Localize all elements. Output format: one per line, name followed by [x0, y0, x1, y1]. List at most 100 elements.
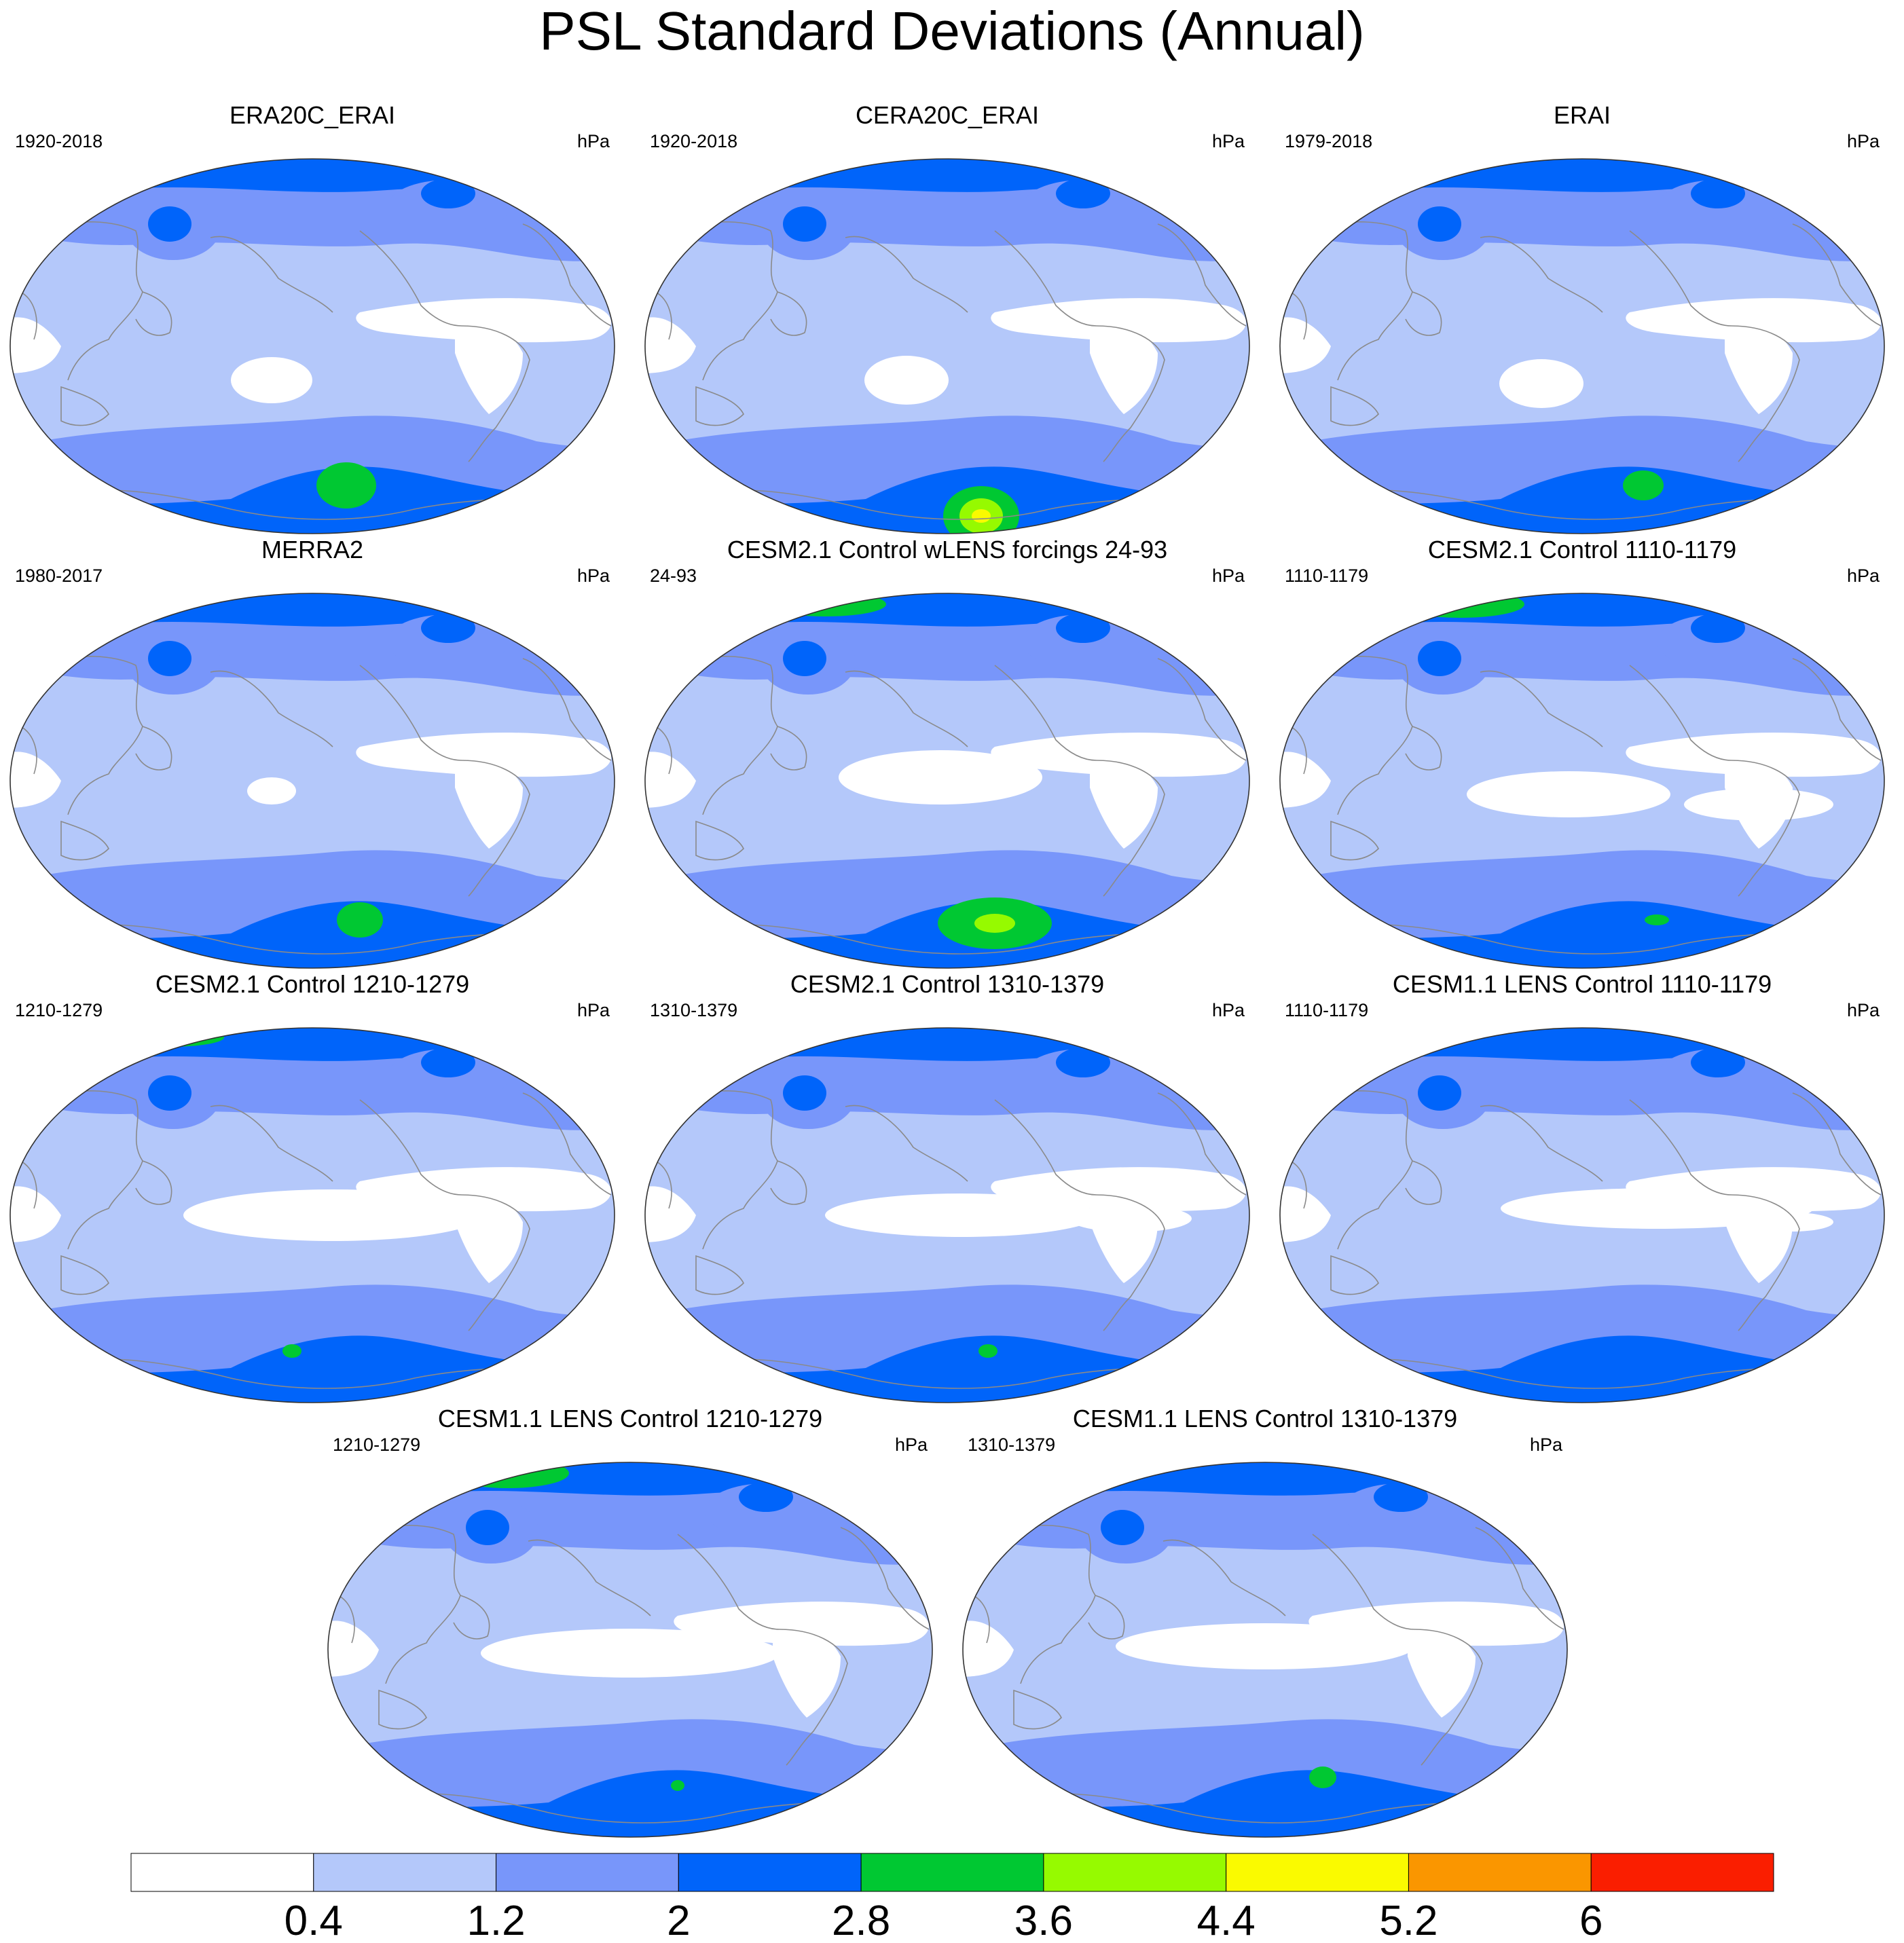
panel-period: 1979-2018 — [1285, 131, 1373, 151]
coastline-4 — [359, 1099, 462, 1196]
coastline-1 — [770, 1160, 807, 1205]
aleutian-low-core — [783, 1075, 826, 1111]
tropical-minimum-east-pacific — [356, 733, 611, 777]
colorbar-swatch-0 — [130, 1853, 314, 1892]
coastline-4 — [1629, 230, 1732, 327]
tropical-minimum-0 — [839, 750, 1042, 804]
tropical-minimum-south-america — [1090, 758, 1158, 849]
map-panel: CERA20C_ERAI 1920-2018 hPa — [642, 102, 1253, 536]
panel-units: hPa — [1211, 131, 1245, 151]
map-panel: ERAI 1979-2018 hPa — [1277, 102, 1888, 536]
panel-title: CESM1.1 LENS Control 1110-1179 — [1392, 970, 1772, 998]
coastline-1 — [770, 726, 807, 771]
panel-period: 1110-1179 — [1285, 566, 1369, 586]
map-projection — [644, 1027, 1250, 1403]
map-panel: CESM2.1 Control wLENS forcings 24-93 24-9… — [642, 536, 1253, 971]
southern-maximum — [282, 1344, 301, 1358]
panel-title: ERAI — [1553, 101, 1611, 129]
coastline-7 — [1289, 726, 1307, 775]
tropical-minimum-east-pacific — [1626, 298, 1881, 343]
icelandic-low-core — [421, 613, 475, 643]
coastline-0 — [1000, 1525, 1096, 1684]
southern-maximum — [1623, 470, 1664, 500]
coastline-0 — [365, 1525, 461, 1684]
tropical-minimum-1 — [1684, 788, 1833, 821]
tropical-minimum-east-pacific — [356, 298, 611, 343]
coastline-2 — [1330, 820, 1379, 861]
tropical-minimum-0 — [481, 1629, 780, 1678]
panel-period: 1920-2018 — [15, 131, 103, 151]
map-panel: CESM1.1 LENS Control 1210-1279 1210-1279 h… — [325, 1405, 936, 1840]
tropical-minimum-south-america — [1725, 323, 1793, 414]
tropical-minimum-0 — [183, 1189, 482, 1241]
coastline-2 — [1330, 1255, 1379, 1295]
coastline-6 — [522, 1092, 612, 1196]
coastline-1 — [770, 291, 807, 336]
aleutian-low-core — [783, 641, 826, 676]
tropical-minimum-0 — [231, 357, 312, 403]
coastline-7 — [972, 1595, 990, 1644]
globe-outline — [10, 1027, 615, 1403]
coastline-5 — [1731, 325, 1800, 462]
tropical-minimum-africa — [328, 1621, 379, 1677]
aleutian-low-core — [148, 1075, 191, 1111]
panel-title: CERA20C_ERAI — [855, 101, 1040, 129]
coastline-0 — [47, 221, 143, 381]
coastline-7 — [655, 726, 672, 775]
coastline-5 — [461, 325, 530, 462]
panel-title: CESM2.1 Control 1110-1179 — [1427, 536, 1737, 563]
map-projection — [1279, 158, 1885, 534]
tropical-minimum-africa — [10, 317, 61, 373]
coastline-6 — [1157, 223, 1247, 327]
icelandic-low-core — [421, 179, 475, 208]
coastline-3 — [845, 670, 968, 747]
map-projection — [1279, 593, 1885, 969]
coastline-5 — [1731, 760, 1800, 897]
coastline-6 — [1792, 1092, 1882, 1196]
colorbar-swatch-4 — [860, 1853, 1044, 1892]
coastline-4 — [677, 1534, 780, 1630]
coastline-0 — [682, 656, 778, 815]
panel-units: hPa — [1846, 566, 1880, 586]
coastline-6 — [1475, 1527, 1564, 1630]
coastline-5 — [1414, 1629, 1483, 1766]
coastline-1 — [1405, 1160, 1442, 1205]
coastline-6 — [1157, 1092, 1247, 1196]
tropical-minimum-east-pacific — [674, 1602, 929, 1646]
coastline-6 — [1792, 223, 1882, 327]
tropical-minimum-0 — [1499, 359, 1583, 408]
arctic-maximum — [1395, 593, 1524, 618]
coastline-6 — [1157, 658, 1247, 761]
tropical-minimum-south-america — [1408, 1627, 1476, 1718]
tropical-minimum-africa — [645, 317, 696, 373]
globe-outline — [644, 593, 1250, 969]
coastline-6 — [522, 658, 612, 761]
coastline-1 — [1088, 1595, 1125, 1640]
southern-maximum — [337, 902, 383, 938]
aleutian-low-core — [1418, 206, 1461, 242]
coastline-5 — [1096, 325, 1165, 462]
tropical-minimum-south-america — [455, 323, 523, 414]
globe-outline — [10, 158, 615, 534]
tropical-minimum-1 — [1752, 1213, 1833, 1232]
tropical-minimum-south-america — [773, 1627, 841, 1718]
coastline-3 — [1480, 1105, 1603, 1182]
panel-title: CESM1.1 LENS Control 1310-1379 — [1072, 1405, 1458, 1432]
icelandic-low-core — [1056, 1048, 1110, 1077]
panel-units: hPa — [1529, 1435, 1562, 1455]
globe-outline — [962, 1462, 1568, 1838]
coastline-7 — [337, 1595, 355, 1644]
panel-period: 1210-1279 — [333, 1435, 421, 1455]
map-panel: CESM2.1 Control 1210-1279 1210-1279 hPa — [7, 971, 618, 1405]
map-panel: CESM1.1 LENS Control 1310-1379 1310-1379 h… — [959, 1405, 1571, 1840]
coastline-4 — [994, 1099, 1097, 1196]
map-projection — [10, 158, 615, 534]
aleutian-low-core — [1101, 1510, 1144, 1545]
panel-title: CESM1.1 LENS Control 1210-1279 — [437, 1405, 823, 1432]
coastline-4 — [1629, 665, 1732, 761]
coastline-3 — [210, 1105, 333, 1182]
coastline-0 — [682, 221, 778, 381]
tropical-minimum-0 — [247, 777, 296, 804]
map-panel: MERRA2 1980-2017 hPa — [7, 536, 618, 971]
southern-maximum-peak — [972, 509, 991, 523]
